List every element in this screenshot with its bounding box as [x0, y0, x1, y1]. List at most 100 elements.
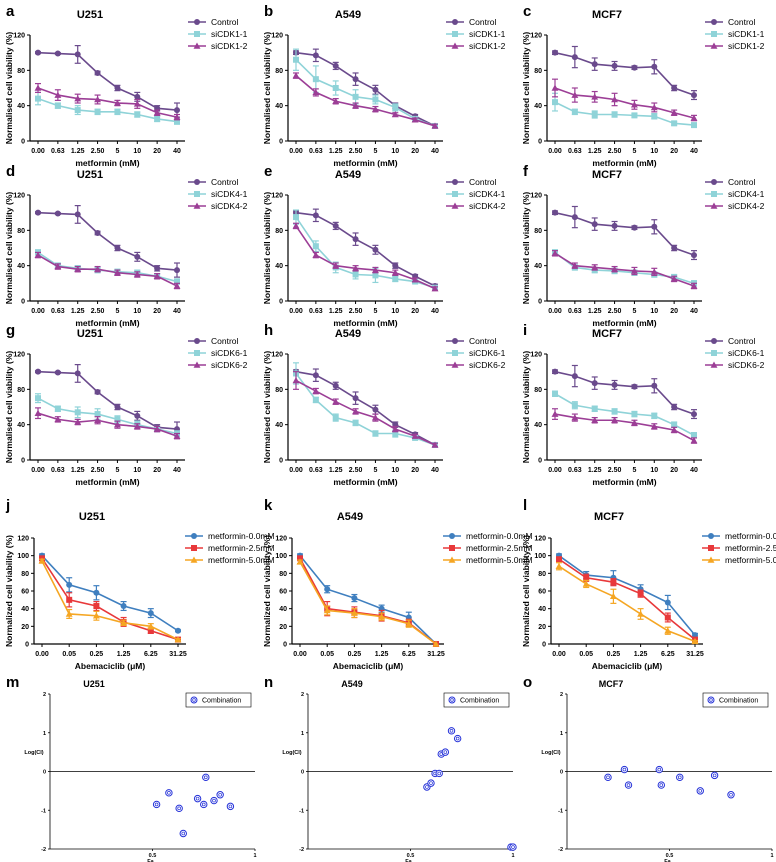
data-point [352, 102, 360, 109]
data-point [690, 282, 698, 289]
x-tick-label: 0.00 [35, 651, 49, 658]
data-point [174, 107, 180, 114]
data-point-center [511, 845, 515, 849]
legend-label: Control [211, 177, 239, 187]
legend-marker [193, 42, 201, 49]
legend-box [702, 692, 769, 708]
legend-marker [711, 19, 717, 25]
legend-marker [191, 533, 197, 539]
data-point [332, 62, 339, 69]
data-point [676, 773, 684, 782]
y-tick-label: 120 [271, 193, 283, 200]
panel-n: n A549 -2 -1 0 1 2 0.5 1 Fa Log(CI) Combination [264, 674, 517, 862]
legend-marker [193, 202, 201, 209]
x-axis-label: metformin (mM) [333, 158, 397, 168]
legend-label: siCDK6-1 [211, 348, 248, 358]
data-point [66, 596, 73, 603]
series-line [558, 558, 696, 641]
x-axis-label: Abemaciclib (μM) [333, 661, 404, 671]
data-point [94, 229, 101, 236]
x-tick-label: 1.25 [71, 148, 85, 155]
data-point-center [218, 792, 222, 797]
x-tick-label: 10 [650, 308, 658, 315]
x-tick-label: 2.50 [608, 467, 622, 474]
legend-marker [194, 31, 200, 37]
legend-label: Control [211, 336, 239, 346]
series-line [299, 561, 437, 645]
legend-label: Control [469, 336, 497, 346]
panel-letter: l [523, 497, 527, 514]
x-tick-label: 2.50 [608, 148, 622, 155]
y-axis-label: Normalized cell viability (%) [262, 535, 272, 647]
data-point [312, 52, 319, 59]
data-point [74, 211, 81, 218]
x-tick-label: 10 [391, 308, 399, 315]
data-point [352, 236, 359, 243]
data-point [609, 592, 617, 600]
y-tick-label: 0 [279, 458, 283, 465]
data-point [664, 599, 671, 606]
y-tick-label: 2 [301, 692, 304, 698]
data-point [173, 282, 181, 289]
x-tick-label: 1.25 [117, 651, 131, 658]
data-point [332, 222, 339, 229]
data-point [431, 285, 439, 292]
x-tick-label: 10 [133, 148, 141, 155]
data-point [134, 253, 141, 260]
data-point [552, 209, 558, 216]
data-point [113, 99, 121, 106]
y-tick-label: 40 [534, 263, 542, 270]
legend-box [443, 692, 510, 708]
y-axis-label: Normalized cell viability (%) [521, 535, 531, 647]
y-tick-label: 60 [279, 589, 287, 596]
data-point [174, 278, 180, 285]
data-point [620, 765, 629, 774]
x-tick-label: 31.25 [686, 651, 704, 658]
legend-marker [452, 191, 458, 197]
legend-label: siCDK4-1 [728, 189, 765, 199]
y-axis-label: Normalised cell viability (%) [4, 32, 14, 145]
data-point [371, 105, 379, 112]
y-tick-label: 0 [21, 458, 25, 465]
x-tick-label: 1 [770, 853, 773, 859]
y-tick-label: 40 [17, 263, 25, 270]
data-point [630, 419, 638, 426]
x-tick-label: 20 [411, 308, 419, 315]
series-Control: Control [552, 177, 756, 261]
series-line [299, 555, 437, 645]
data-point [292, 72, 300, 79]
data-point [435, 769, 443, 778]
series-line [554, 370, 695, 415]
data-point [54, 415, 62, 423]
x-tick-label: 0.5 [666, 853, 674, 859]
data-point [447, 727, 456, 735]
data-point [657, 781, 665, 789]
data-point [35, 368, 41, 375]
data-point [551, 84, 559, 91]
y-tick-label: 0 [21, 299, 25, 306]
data-point [631, 383, 638, 390]
y-tick-label: 40 [21, 606, 29, 613]
data-point [153, 272, 161, 280]
y-tick-label: 60 [21, 589, 29, 596]
data-point [392, 262, 399, 269]
panel-letter: b [264, 3, 273, 20]
data-point [611, 381, 618, 388]
legend-label: Control [728, 336, 756, 346]
series-line [554, 252, 695, 287]
series-line [295, 75, 436, 127]
panel-letter: m [6, 674, 19, 691]
data-point [94, 265, 102, 272]
series-line [295, 51, 436, 127]
y-axis-label: Log(CI) [282, 750, 301, 756]
legend-label: siCDK1-2 [728, 41, 765, 51]
data-point [650, 268, 658, 275]
y-tick-label: 120 [534, 536, 546, 543]
series-siCDK4-2: siCDK4-2 [34, 201, 248, 290]
x-tick-label: 40 [173, 308, 181, 315]
data-point [610, 579, 617, 586]
data-point [690, 437, 698, 444]
series-line [295, 216, 436, 289]
y-tick-label: 40 [275, 263, 283, 270]
